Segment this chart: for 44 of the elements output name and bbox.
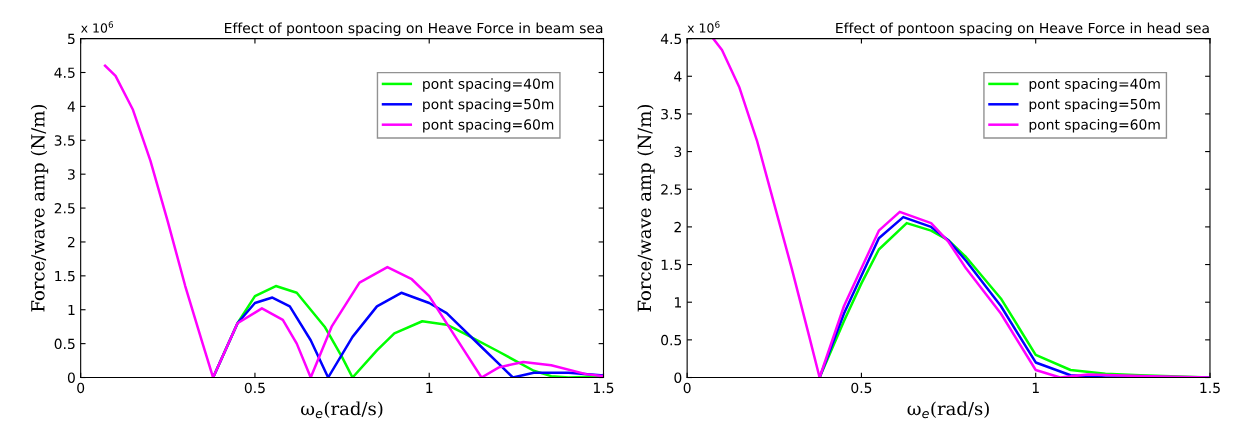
chart-title: Effect of pontoon spacing on Heave Force in beam sea <box>225 22 603 36</box>
chart-title: Effect of pontoon spacing on Heave Force in head sea <box>836 22 1209 36</box>
y-tick-label: 1 <box>674 297 681 308</box>
y-tick-label: 3 <box>674 146 682 158</box>
y-axis-title: Force/wave amp (N/m) <box>637 104 655 312</box>
y-tick-label: 3 <box>68 169 75 180</box>
y-tick-label: 4 <box>67 101 76 112</box>
line-series <box>103 64 604 378</box>
y-tick-label: 1.5 <box>55 271 75 282</box>
x-tick-label: 0 <box>77 382 85 394</box>
text: x 10$^{6}$ <box>687 21 720 33</box>
y-tick-label: 2 <box>674 221 681 233</box>
y-tick-label: 0 <box>67 372 75 383</box>
text: x 10$^{6}$ <box>81 21 114 33</box>
legend-label: pont spacing=40m <box>423 78 554 92</box>
y-tick-label: 2.5 <box>661 184 682 195</box>
x-tick-label: 1 <box>1032 382 1039 393</box>
y-tick-label: 1.5 <box>661 259 682 271</box>
x-tick-label: 0 <box>683 382 691 394</box>
legend-label: pont spacing=50m <box>423 98 554 113</box>
x-axis-title: ω$_{e}$(rad/s) <box>301 401 383 419</box>
y-tick-label: 1 <box>68 304 75 316</box>
y-axis-title: Force/wave amp (N/m) <box>30 104 49 312</box>
legend-label: pont spacing=60m <box>1029 119 1160 133</box>
y-tick-label: 0.5 <box>661 334 682 346</box>
y-tick-label: 2.5 <box>54 203 75 214</box>
legend-label: pont spacing=60m <box>423 119 554 133</box>
x-tick-label: 1.5 <box>593 382 614 394</box>
x-tick-label: 1.5 <box>1200 382 1220 394</box>
y-tick-label: 2 <box>67 236 75 248</box>
x-tick-label: 0.5 <box>851 382 872 394</box>
y-tick-label: 0 <box>674 372 682 383</box>
y-tick-label: 3.5 <box>54 135 75 146</box>
y-tick-label: 5 <box>68 33 75 45</box>
y-tick-label: 4.5 <box>54 67 75 78</box>
y-tick-label: 3.5 <box>661 108 682 120</box>
legend-label: pont spacing=40m <box>1029 78 1160 92</box>
x-tick-label: 0.5 <box>244 382 265 394</box>
y-tick-label: 0.5 <box>54 338 75 350</box>
legend-label: pont spacing=50m <box>1029 98 1160 113</box>
y-tick-label: 4.5 <box>660 33 682 45</box>
x-axis-title: ω$_{e}$(rad/s) <box>907 401 989 419</box>
y-tick-label: 4 <box>674 71 682 82</box>
x-tick-label: 1 <box>426 382 433 393</box>
